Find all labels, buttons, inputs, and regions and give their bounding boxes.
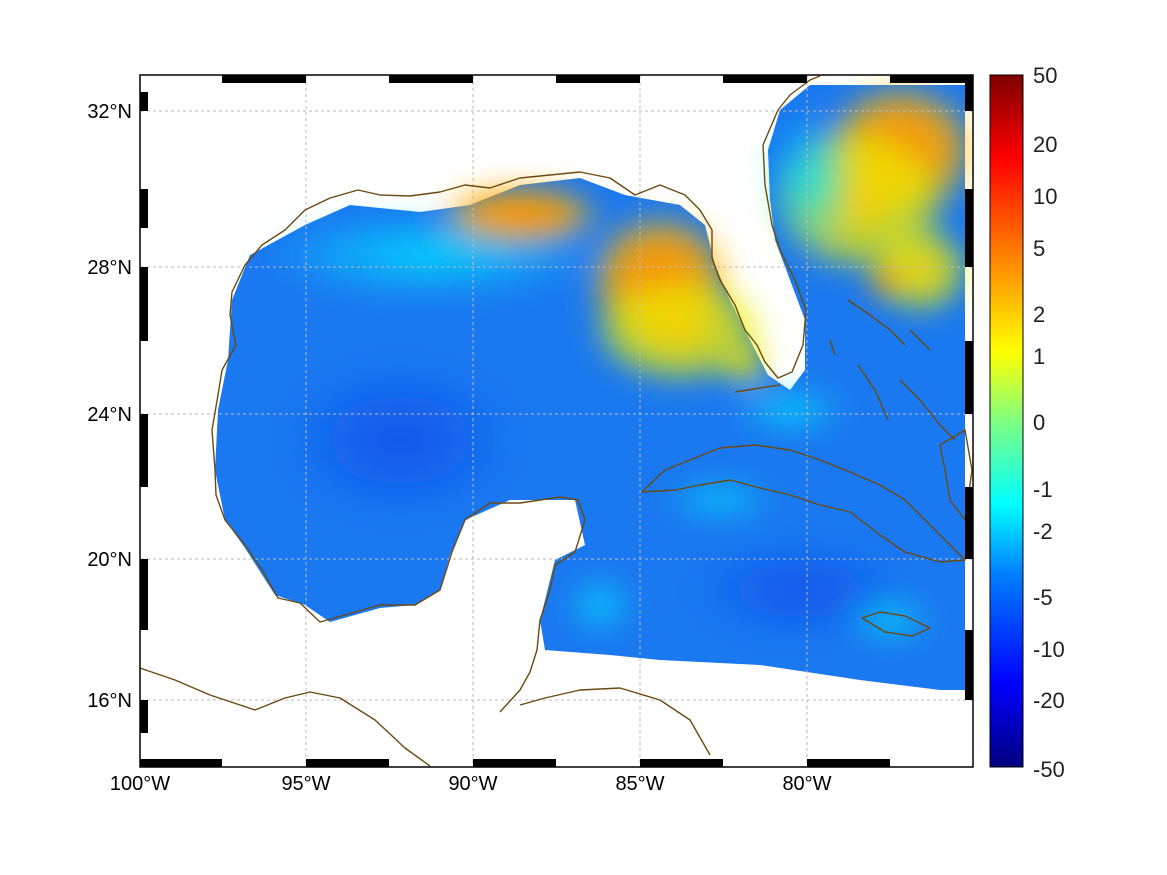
- coastline: [140, 75, 973, 767]
- cb-label-10: 10: [1033, 184, 1057, 209]
- atlantic-cyan: [765, 110, 855, 250]
- longitude-labels: 100°W 95°W 90°W 85°W 80°W: [110, 773, 832, 795]
- cb-label-50: 50: [1033, 63, 1057, 88]
- cb-label-minus1: -1: [1033, 477, 1053, 502]
- cb-label-minus2: -2: [1033, 519, 1053, 544]
- lon-label-85w: 85°W: [615, 773, 664, 795]
- cb-label-2: 2: [1033, 302, 1045, 327]
- jamaica-outline: [861, 611, 931, 637]
- colorbar-gradient: [989, 74, 1024, 768]
- colorbar-labels: 50 20 10 5 2 1 0 -1 -2 -5 -10 -20 -50: [1033, 63, 1065, 782]
- cb-label-minus10: -10: [1033, 637, 1065, 662]
- cuba-cyan: [660, 480, 780, 520]
- lat-label-24n: 24°N: [87, 404, 132, 426]
- latitude-labels: 32°N 28°N 24°N 20°N 16°N: [87, 101, 132, 712]
- bahamas-orange-spot: [867, 262, 903, 298]
- lat-label-20n: 20°N: [87, 549, 132, 571]
- mexico-gulf-coast: [214, 469, 586, 713]
- us-gulf-coast: [211, 75, 821, 471]
- central-gulf-deep: [280, 360, 520, 520]
- map-frame: [139, 74, 974, 768]
- florida-keys: [734, 384, 781, 393]
- jamaica-cyan: [845, 595, 935, 645]
- cuba-outline: [641, 444, 966, 563]
- bottom-frame-strip: [140, 759, 890, 767]
- top-frame-strip: [222, 75, 973, 83]
- florida-tip-yellow: [720, 345, 770, 385]
- cb-label-5: 5: [1033, 236, 1045, 261]
- straits-cyan: [730, 385, 850, 435]
- lon-label-90w: 90°W: [448, 773, 497, 795]
- lat-label-32n: 32°N: [87, 101, 132, 123]
- cb-label-20: 20: [1033, 132, 1057, 157]
- yucatan-cyan: [565, 575, 635, 635]
- lon-label-80w: 80°W: [782, 773, 831, 795]
- left-frame-strip: [140, 92, 148, 733]
- cb-label-0: 0: [1033, 410, 1045, 435]
- colorbar: 50 20 10 5 2 1 0 -1 -2 -5 -10 -20 -50: [989, 63, 1065, 782]
- cb-label-1: 1: [1033, 344, 1045, 369]
- cb-label-minus50: -50: [1033, 757, 1065, 782]
- lon-label-100w: 100°W: [110, 773, 170, 795]
- right-frame-strip: [965, 75, 973, 700]
- bahamas-islands: [829, 299, 956, 441]
- central-america-pacific-coast: [140, 667, 431, 767]
- data-field: [215, 80, 973, 690]
- lon-label-95w: 95°W: [281, 773, 330, 795]
- north-gulf-orange: [435, 183, 605, 247]
- honduras-coast: [519, 687, 711, 756]
- cb-label-minus5: -5: [1033, 585, 1053, 610]
- lat-label-16n: 16°N: [87, 690, 132, 712]
- cb-label-minus20: -20: [1033, 688, 1065, 713]
- lat-label-28n: 28°N: [87, 257, 132, 279]
